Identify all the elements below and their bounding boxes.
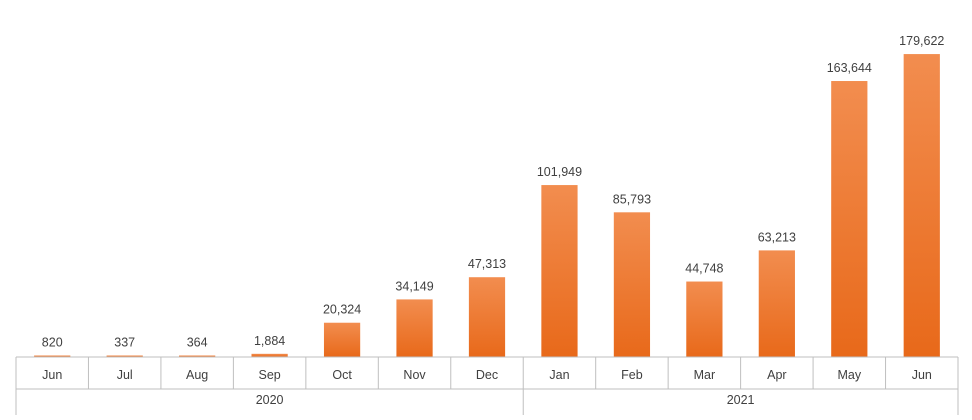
bar (106, 355, 143, 357)
bar (831, 81, 868, 358)
bar (323, 322, 361, 357)
bar-value-label: 34,149 (395, 279, 433, 293)
bar-value-label: 44,748 (685, 262, 723, 276)
bar (179, 355, 216, 357)
x-tick-label: Feb (621, 368, 643, 382)
bar (758, 250, 795, 357)
bar (541, 185, 578, 357)
x-tick-label: Nov (403, 368, 426, 382)
x-axis: Jun Jul Aug Sep Oct Nov Dec Jan Feb Mar Apr May Jun 2… (15, 356, 959, 415)
x-tick-label: Jun (42, 368, 62, 382)
bar-value-label: 47,313 (468, 257, 506, 271)
bar (396, 299, 433, 357)
bar (34, 355, 71, 357)
x-tick-label: Mar (694, 368, 716, 382)
bar (251, 353, 288, 357)
x-tick-label: Aug (186, 368, 208, 382)
bar-value-label: 179,622 (899, 34, 944, 48)
bar (903, 54, 940, 357)
bar-value-label: 1,884 (254, 334, 285, 348)
bar-value-label: 20,324 (323, 303, 361, 317)
bar-value-label: 163,644 (827, 61, 872, 75)
year-group-label: 2021 (727, 393, 755, 407)
bar (468, 277, 506, 357)
x-tick-label: Dec (476, 368, 498, 382)
bar-value-label: 364 (187, 336, 208, 350)
x-tick-label: May (837, 368, 861, 382)
x-tick-label: Sep (258, 368, 280, 382)
bar-value-label: 63,213 (758, 230, 796, 244)
x-tick-label: Jul (117, 368, 133, 382)
bars-layer (34, 54, 940, 358)
bar (613, 212, 651, 357)
bar-value-label: 101,949 (537, 165, 582, 179)
x-tick-label: Jun (912, 368, 932, 382)
value-labels-layer: 820 337 364 1,884 20,324 34,149 47,313 101,949 8… (42, 34, 945, 349)
bar (686, 281, 723, 357)
bar-value-label: 85,793 (613, 192, 651, 206)
x-tick-label: Jan (549, 368, 569, 382)
x-tick-label: Apr (767, 368, 786, 382)
year-group-label: 2020 (256, 393, 284, 407)
x-tick-label: Oct (332, 368, 352, 382)
bar-value-label: 820 (42, 336, 63, 350)
bar-value-label: 337 (114, 336, 135, 350)
